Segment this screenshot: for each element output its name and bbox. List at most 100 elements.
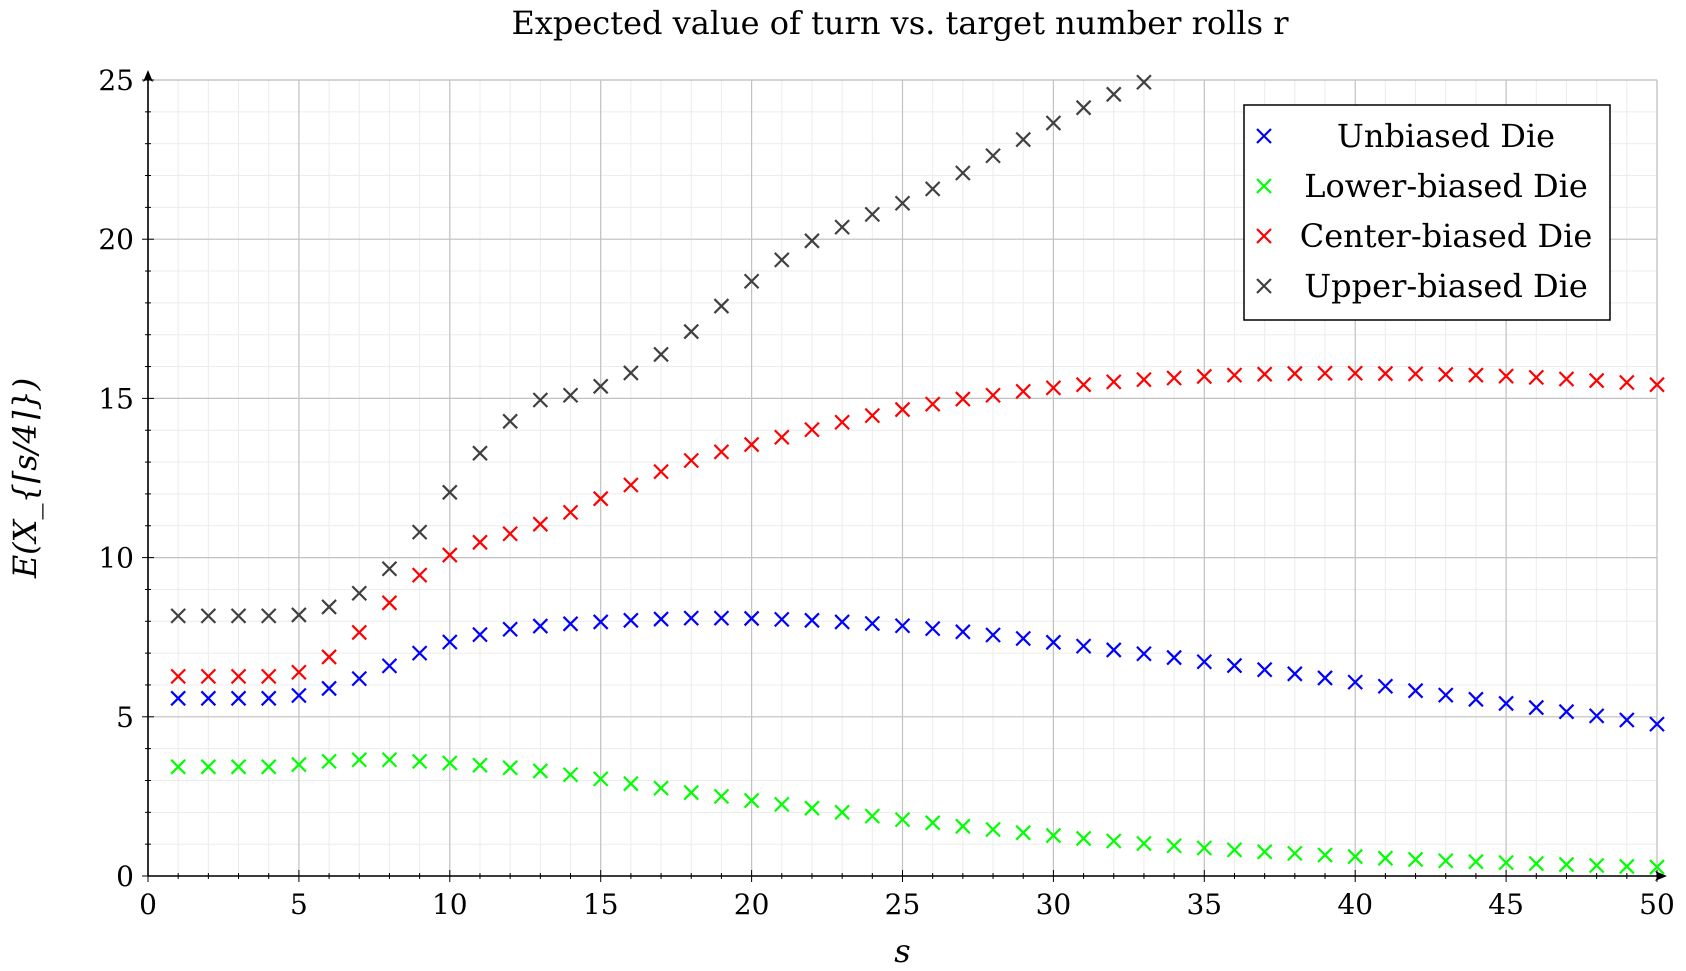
x-tick-label: 0: [139, 888, 157, 921]
data-point: [1317, 847, 1333, 863]
data-point: [1468, 853, 1484, 870]
data-point: [894, 617, 911, 634]
legend-marker: [1256, 228, 1272, 244]
data-point: [230, 668, 247, 685]
data-point: [321, 680, 337, 697]
data-point: [411, 645, 428, 661]
data-point: [1649, 376, 1665, 393]
data-point: [1558, 371, 1575, 387]
data-points: [170, 74, 1665, 875]
data-point: [472, 445, 488, 461]
data-point: [1498, 854, 1514, 871]
data-point: [502, 621, 518, 638]
series-lower-biased-die: [170, 752, 1665, 875]
data-point: [532, 516, 549, 532]
data-point: [985, 387, 1001, 403]
data-point: [1166, 837, 1182, 854]
data-point: [200, 759, 217, 775]
data-point: [1105, 642, 1122, 658]
data-point: [864, 206, 881, 223]
data-point: [351, 752, 368, 768]
data-point: [955, 391, 971, 407]
data-point: [1015, 630, 1031, 647]
x-tick-label: 25: [885, 888, 921, 921]
data-point: [411, 753, 428, 770]
legend-label: Unbiased Die: [1337, 117, 1555, 155]
data-point: [260, 759, 277, 775]
data-point: [170, 608, 186, 624]
legend-marker: [1256, 278, 1272, 294]
data-point: [683, 452, 700, 469]
data-point: [804, 800, 820, 816]
axes: [143, 70, 1667, 881]
data-point: [864, 808, 881, 824]
data-point: [1588, 708, 1605, 724]
data-point: [774, 796, 790, 813]
data-point: [623, 477, 639, 493]
data-point: [502, 525, 518, 542]
data-point: [955, 818, 971, 835]
data-point: [1498, 368, 1514, 384]
data-point: [472, 757, 488, 773]
data-point: [743, 610, 760, 627]
data-point: [1015, 383, 1031, 400]
data-point: [1619, 374, 1635, 391]
data-point: [653, 611, 669, 627]
y-tick-label: 5: [116, 701, 134, 734]
data-point: [592, 771, 609, 787]
x-tick-label: 35: [1186, 888, 1222, 921]
data-point: [351, 624, 368, 641]
data-point: [774, 252, 790, 268]
data-point: [864, 407, 881, 424]
data-point: [985, 148, 1001, 164]
data-point: [502, 759, 518, 776]
data-point: [442, 634, 458, 650]
data-point: [623, 365, 639, 381]
data-point: [713, 610, 730, 626]
y-tick-label: 10: [98, 542, 134, 575]
data-point: [623, 612, 639, 629]
data-point: [1498, 695, 1514, 712]
data-point: [834, 219, 850, 235]
series-unbiased-die: [170, 610, 1665, 732]
data-point: [864, 615, 881, 632]
data-point: [291, 756, 307, 773]
data-point: [1287, 666, 1303, 682]
data-point: [1287, 845, 1303, 862]
data-point: [260, 690, 277, 707]
data-point: [1226, 657, 1243, 674]
x-tick-label: 10: [432, 888, 468, 921]
data-point: [1105, 86, 1122, 103]
data-point: [894, 401, 911, 418]
data-point: [1437, 687, 1454, 703]
data-point: [381, 560, 398, 577]
data-point: [1407, 366, 1424, 382]
data-point: [1196, 653, 1213, 670]
data-point: [321, 649, 337, 665]
data-point: [713, 788, 730, 805]
data-point: [562, 766, 579, 783]
data-point: [1377, 678, 1394, 695]
data-point: [1136, 371, 1152, 388]
data-point: [1196, 840, 1213, 856]
data-point: [502, 413, 518, 430]
data-point: [1558, 703, 1575, 720]
x-tick-label: 40: [1337, 888, 1373, 921]
data-point: [562, 616, 579, 632]
data-point: [1075, 99, 1092, 116]
data-point: [170, 759, 186, 775]
data-point: [1347, 674, 1363, 690]
data-point: [713, 298, 730, 314]
data-point: [260, 608, 277, 624]
data-point: [442, 547, 458, 563]
data-point: [924, 620, 941, 637]
data-point: [1045, 827, 1062, 844]
data-point: [1377, 365, 1394, 382]
data-point: [804, 421, 820, 438]
data-point: [1528, 699, 1545, 716]
data-point: [411, 524, 428, 540]
data-point: [472, 534, 488, 551]
legend: Unbiased Die Lower-biased Die Center-biase…: [1243, 104, 1611, 321]
data-point: [1588, 372, 1605, 389]
